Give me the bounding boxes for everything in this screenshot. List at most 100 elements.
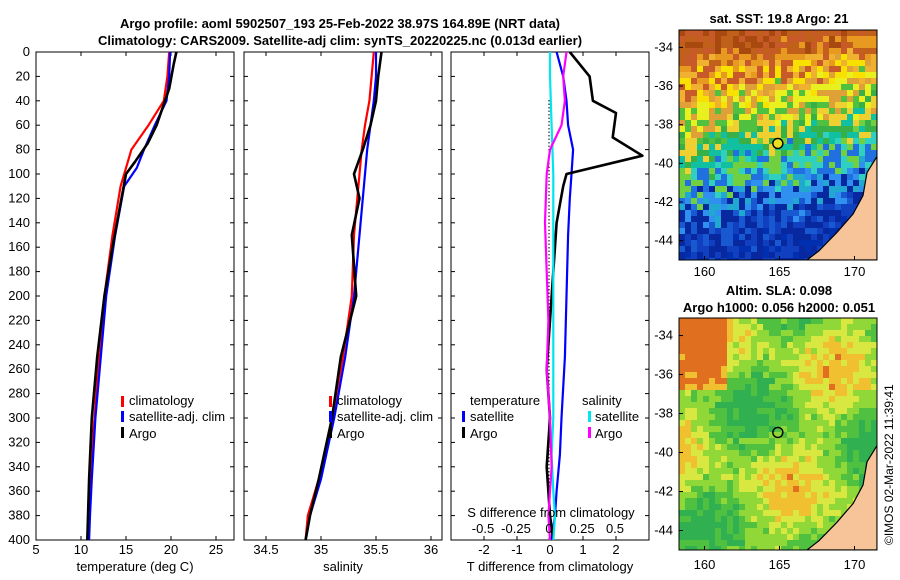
map-cell <box>739 396 746 403</box>
map-cell <box>775 198 782 205</box>
map-cell <box>685 174 692 181</box>
map-cell <box>871 78 877 85</box>
map-cell <box>859 330 866 337</box>
map-cell <box>685 192 692 199</box>
map-cell <box>841 354 848 361</box>
map-cell <box>829 78 836 85</box>
map-cell <box>691 360 698 367</box>
map-cell <box>751 378 758 385</box>
map-cell <box>769 96 776 103</box>
map-cell <box>727 114 734 121</box>
map-cell <box>799 372 806 379</box>
map-cell <box>739 222 746 229</box>
map-cell <box>703 348 710 355</box>
map-cell <box>835 168 842 175</box>
map-cell <box>859 450 866 457</box>
map-cell <box>727 378 734 385</box>
map-cell <box>685 30 692 37</box>
map-cell <box>745 450 752 457</box>
map-cell <box>835 438 842 445</box>
map-cell <box>679 132 686 139</box>
map-cell <box>871 114 877 121</box>
map-cell <box>691 438 698 445</box>
map-cell <box>709 330 716 337</box>
map-cell <box>727 120 734 127</box>
map-cell <box>703 318 710 325</box>
map-cell <box>679 90 686 97</box>
map-cell <box>703 126 710 133</box>
map-cell <box>697 420 704 427</box>
map-cell <box>721 546 728 550</box>
map-cell <box>733 186 740 193</box>
map-cell <box>775 234 782 241</box>
map-cell <box>709 414 716 421</box>
map-cell <box>787 54 794 61</box>
map-cell <box>769 390 776 397</box>
map-cell <box>739 528 746 535</box>
map-cell <box>739 420 746 427</box>
map-cell <box>691 342 698 349</box>
map-cell <box>745 510 752 517</box>
map-cell <box>727 480 734 487</box>
map-cell <box>721 180 728 187</box>
map-cell <box>841 342 848 349</box>
map-cell <box>787 372 794 379</box>
sla-map-title-line2: Argo h1000: 0.056 h2000: 0.051 <box>683 300 875 315</box>
map-cell <box>709 234 716 241</box>
map-cell <box>811 234 818 241</box>
map-cell <box>709 258 716 260</box>
map-cell <box>709 318 716 325</box>
map-cell <box>811 210 818 217</box>
map-cell <box>805 378 812 385</box>
map-cell <box>721 114 728 121</box>
map-cell <box>835 504 842 511</box>
map-cell <box>769 420 776 427</box>
map-cell <box>847 204 854 211</box>
map-cell <box>817 468 824 475</box>
map-cell <box>817 444 824 451</box>
map-cell <box>709 420 716 427</box>
map-cell <box>847 396 854 403</box>
map-cell <box>799 138 806 145</box>
map-cell <box>817 402 824 409</box>
map-cell <box>739 342 746 349</box>
map-cell <box>745 54 752 61</box>
map-cell <box>823 402 830 409</box>
map-cell <box>757 240 764 247</box>
map-cell <box>739 330 746 337</box>
map-cell <box>691 522 698 529</box>
map-cell <box>835 324 842 331</box>
map-cell <box>865 414 872 421</box>
map-cell <box>733 528 740 535</box>
map-cell <box>691 378 698 385</box>
map-cell <box>709 336 716 343</box>
map-cell <box>853 156 860 163</box>
map-cell <box>787 186 794 193</box>
map-cell <box>757 444 764 451</box>
map-cell <box>817 162 824 169</box>
map-cell <box>847 60 854 67</box>
map-cell <box>715 378 722 385</box>
map-cell <box>763 54 770 61</box>
map-cell <box>799 384 806 391</box>
map-cell <box>763 216 770 223</box>
map-cell <box>697 156 704 163</box>
map-cell <box>811 126 818 133</box>
map-cell <box>685 132 692 139</box>
map-cell <box>829 60 836 67</box>
map-cell <box>751 468 758 475</box>
map-cell <box>805 402 812 409</box>
map-cell <box>721 468 728 475</box>
map-cell <box>805 324 812 331</box>
map-cell <box>847 192 854 199</box>
map-cell <box>733 132 740 139</box>
map-cell <box>847 168 854 175</box>
x-tick-label: 25 <box>209 542 223 557</box>
map-cell <box>751 138 758 145</box>
map-cell <box>859 156 866 163</box>
map-cell <box>769 462 776 469</box>
map-cell <box>847 156 854 163</box>
map-cell <box>691 504 698 511</box>
map-cell <box>829 180 836 187</box>
map-cell <box>847 138 854 145</box>
